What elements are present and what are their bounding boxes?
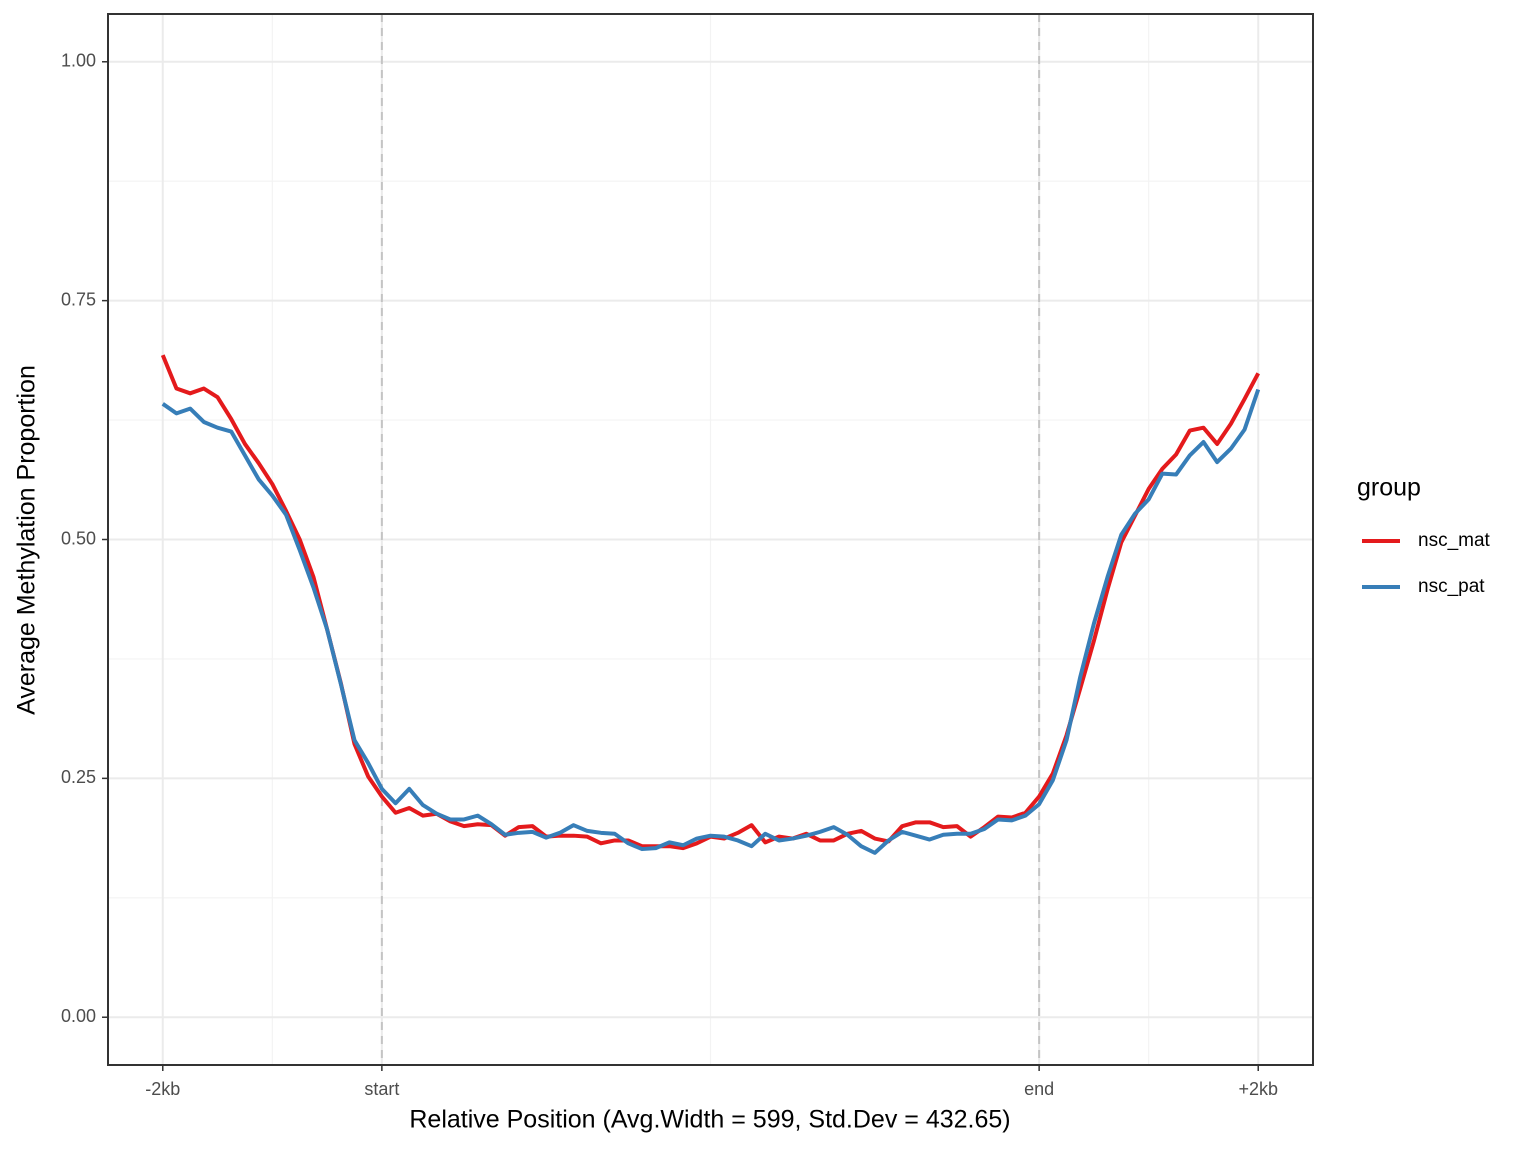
y-tick-label: 0.25: [61, 767, 96, 787]
line-series: [161, 388, 1261, 855]
legend-label: nsc_mat: [1418, 530, 1491, 551]
x-tick-label: start: [364, 1079, 399, 1099]
x-tick-label: -2kb: [145, 1079, 180, 1099]
x-axis-title: Relative Position (Avg.Width = 599, Std.…: [409, 1106, 1010, 1134]
plot-border: [107, 13, 1314, 1066]
x-tick-label: +2kb: [1238, 1079, 1278, 1099]
x-tick-label: end: [1024, 1079, 1054, 1099]
y-tick-label: 0.75: [61, 289, 96, 309]
y-tick-label: 1.00: [61, 51, 96, 71]
y-axis-title: Average Methylation Proportion: [13, 365, 41, 715]
legend-title: group: [1357, 474, 1421, 502]
y-tick-label: 0.50: [61, 528, 96, 548]
y-tick-label: 0.00: [61, 1006, 96, 1026]
legend-label: nsc_pat: [1418, 576, 1485, 597]
